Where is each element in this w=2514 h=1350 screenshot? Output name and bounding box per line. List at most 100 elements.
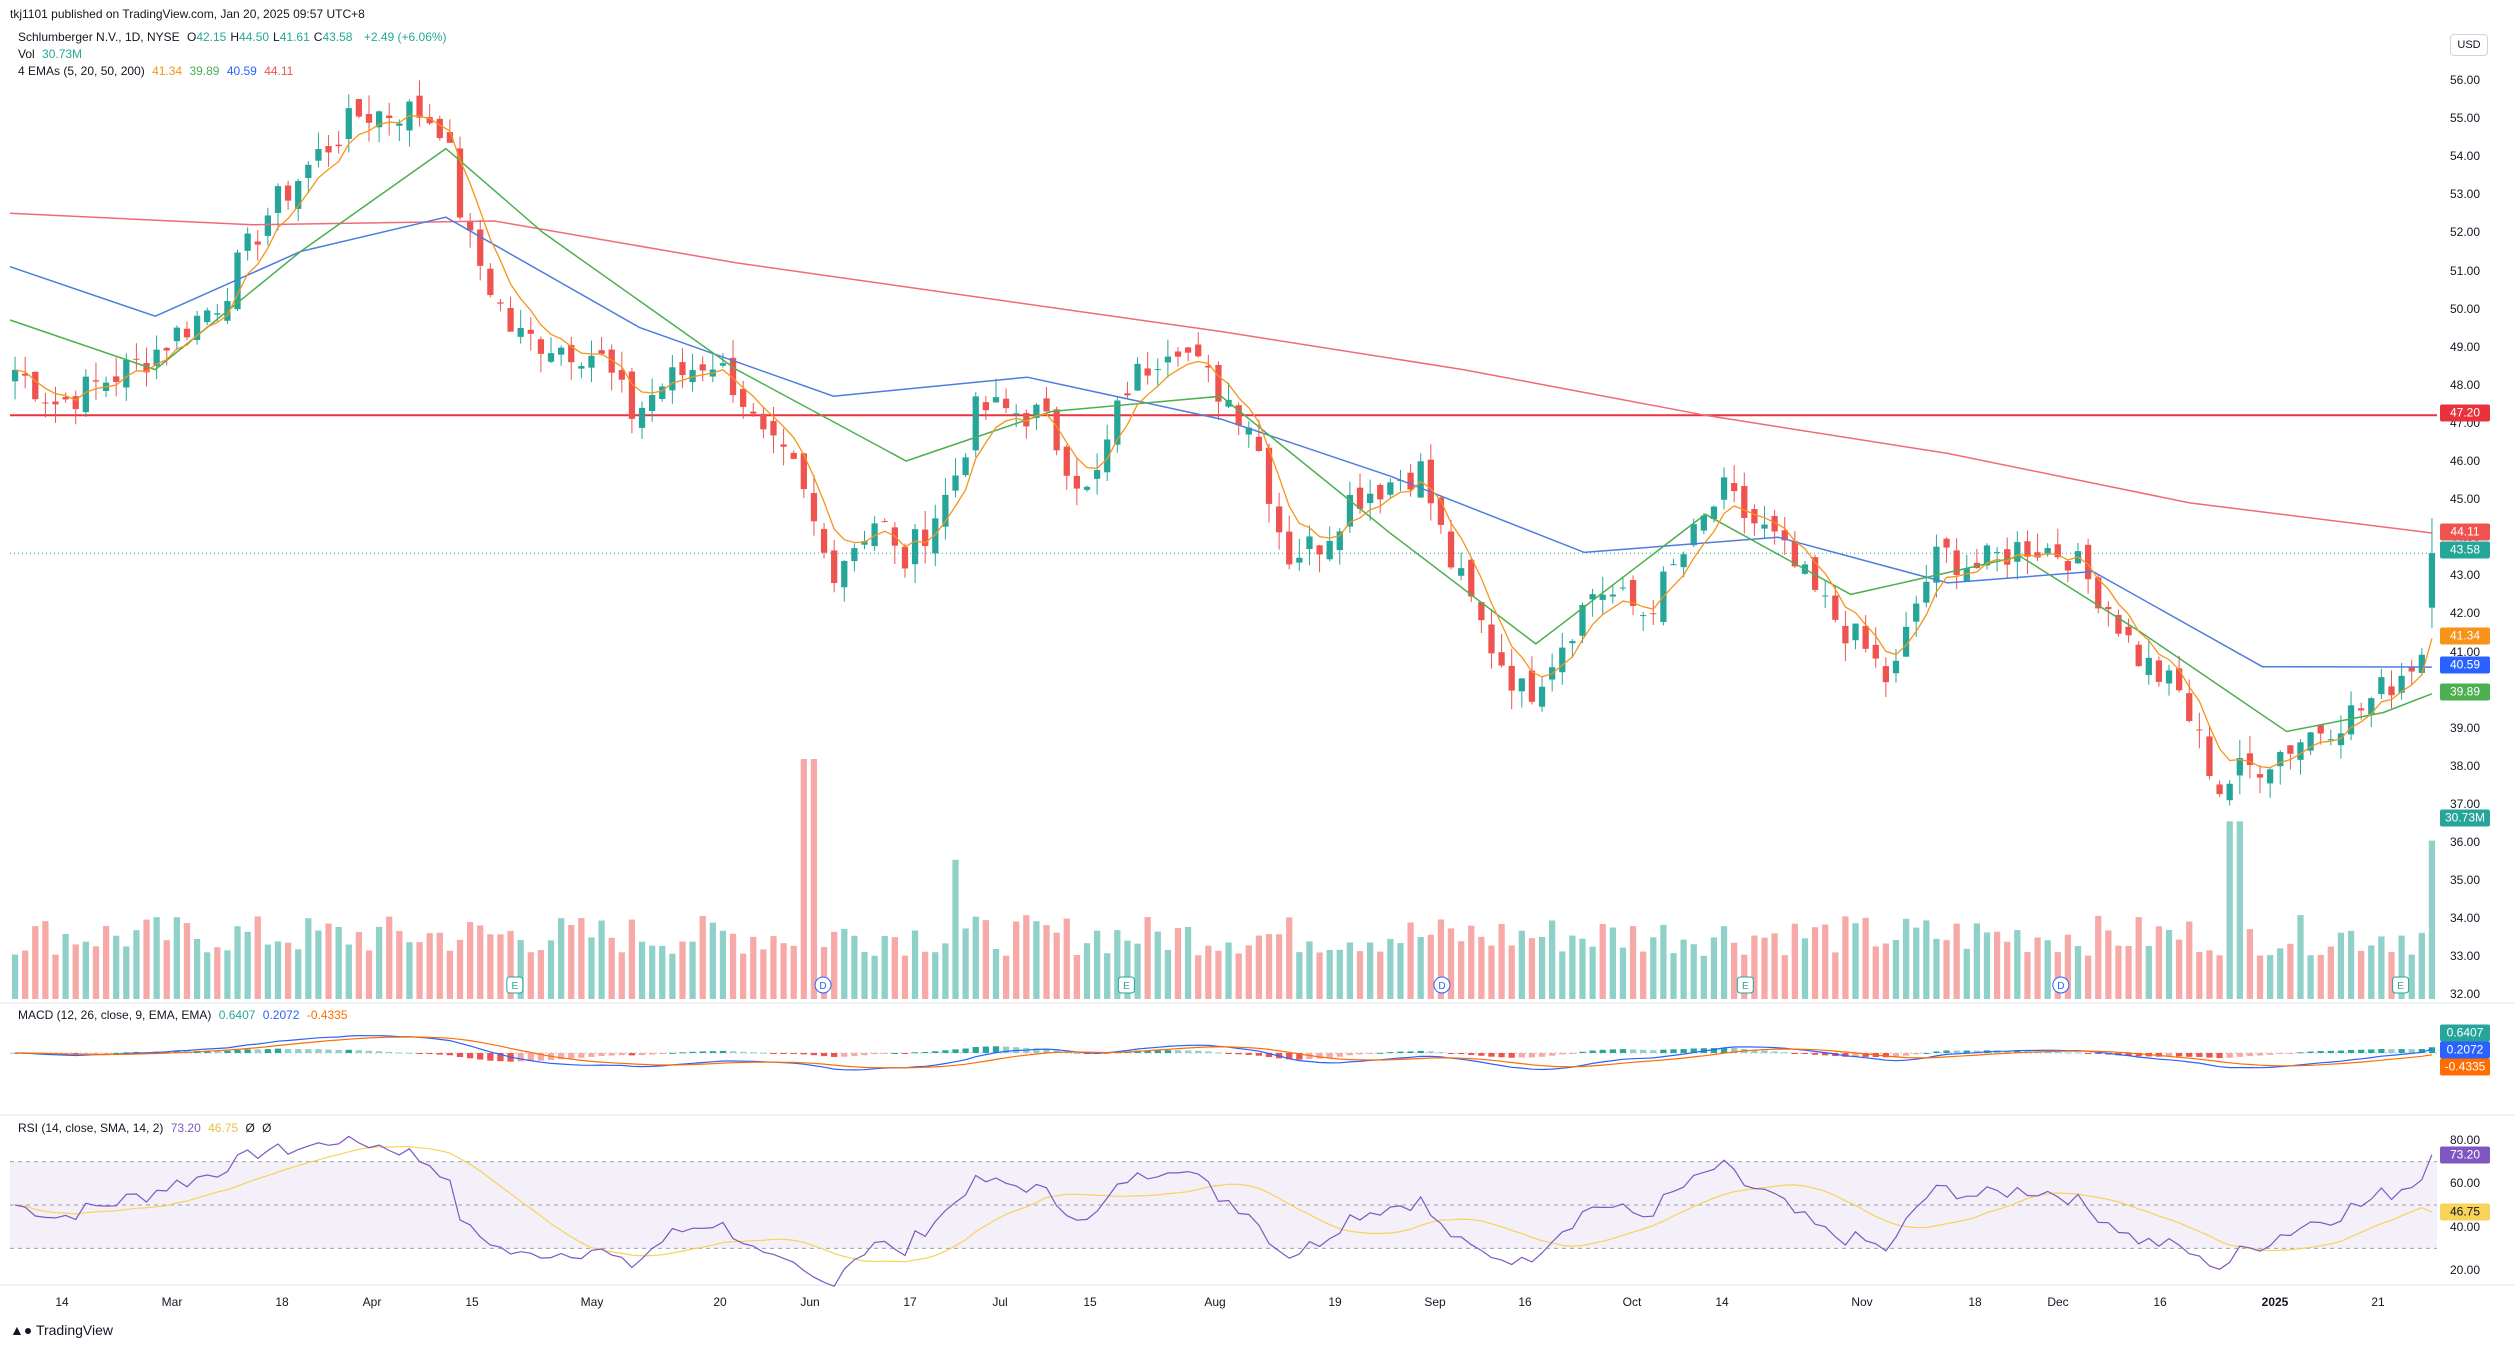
volume-bar [1377,951,1384,999]
macd-histogram-bar [1528,1053,1536,1058]
candle-body [2115,614,2122,634]
candle-body [962,457,969,476]
volume-bar [871,955,878,999]
ohlc-c: C43.58 [313,30,353,44]
volume-bar [2428,840,2436,999]
candle-body [62,396,69,400]
candle [547,337,555,364]
macd-histogram-bar [750,1052,757,1054]
rsi-label: RSI (14, close, SMA, 14, 2) [18,1121,164,1135]
macd-histogram-bar [1336,1053,1343,1057]
volume-bar [638,941,646,999]
volume-bar [1245,945,1252,999]
candle [972,392,979,457]
macd-histogram-bar [517,1053,524,1062]
volume-bar [891,937,898,999]
volume-bar [2115,945,2122,999]
macd-histogram-bar [669,1052,676,1054]
candle-body [861,541,868,545]
candle [1073,457,1081,506]
macd-histogram-bar [1670,1049,1677,1053]
candle-body [881,521,888,523]
volume-bar [608,937,615,999]
candle-body [2186,693,2193,722]
candle-body [568,344,575,363]
candle-body [1569,641,1576,644]
macd-histogram-bar [1043,1049,1050,1053]
macd-histogram-bar [922,1052,929,1054]
volume-bar [1498,923,1505,999]
volume-bar [1892,940,1900,999]
macd-histogram-bar [2337,1050,2345,1053]
time-tick: May [580,1295,604,1309]
volume-bar [386,916,393,999]
candle [1741,472,1748,534]
candle-body [204,310,211,323]
candle [1265,443,1273,523]
candle [1953,538,1960,590]
candle-body [416,95,423,118]
time-tick: 14 [55,1295,69,1309]
price-tick: 45.00 [2450,492,2481,507]
macd-histogram-bar [1518,1053,1525,1058]
candle-body [52,401,59,405]
volume-bar [1063,918,1070,999]
candle-body [729,357,737,396]
volume-bar [1761,937,1768,999]
candle-body [780,444,787,447]
macd-histogram-bar [1892,1053,1900,1057]
candle-body [2246,753,2254,766]
volume-bar [436,932,443,999]
volume-bar [1275,934,1283,999]
macd-histogram-bar [1296,1053,1303,1060]
macd-histogram-bar [274,1048,282,1053]
candle [2246,735,2254,779]
ohlc-h: H44.50 [230,30,270,44]
time-tick: Mar [161,1295,183,1309]
currency-button[interactable]: USD [2450,34,2488,56]
volume-bar [1842,916,1849,999]
macd-histogram-bar [1184,1050,1192,1053]
volume-bar [1124,940,1131,999]
time-tick: 14 [1715,1295,1729,1309]
candle [932,504,939,567]
macd-histogram-bar [1731,1048,1738,1053]
candle [365,95,373,142]
rsi-ma-value: 46.75 [208,1121,239,1135]
candle [315,132,322,168]
candle-body [2155,660,2163,682]
volume-bar [2165,929,2173,999]
volume-bar [1104,953,1111,999]
macd-histogram-bar [1154,1050,1161,1053]
time-tick: 15 [1083,1295,1097,1309]
candle [113,357,120,397]
earnings-marker-box [1736,976,1754,994]
macd-histogram-bar [1437,1052,1445,1054]
volume-bar [1579,938,1586,999]
candle [193,310,201,345]
volume-bar [1488,945,1495,999]
candle [982,395,989,420]
macd-histogram-bar [1569,1053,1576,1054]
candle-body [1093,470,1101,479]
candle-body [345,108,352,140]
candle-body [972,396,979,451]
volume-bar [1913,927,1920,999]
candle-body [679,362,686,376]
macd-tag: -0.4335 [2440,1058,2490,1076]
macd-histogram-bar [1882,1053,1890,1058]
candle-body [375,111,383,128]
macd-histogram-bar [487,1053,494,1061]
volume-bar [1528,938,1536,999]
candle [760,406,767,439]
ema200-value: 44.11 [264,64,294,78]
tradingview-logo[interactable]: ▲● TradingView [10,1322,113,1338]
volume-bar [1255,935,1263,999]
rsi-lower-value: Ø [262,1121,272,1135]
volume-bar [477,925,484,999]
macd-histogram-bar [2287,1053,2294,1054]
candle [406,99,413,147]
candle [1811,554,1819,593]
candle [264,207,272,246]
